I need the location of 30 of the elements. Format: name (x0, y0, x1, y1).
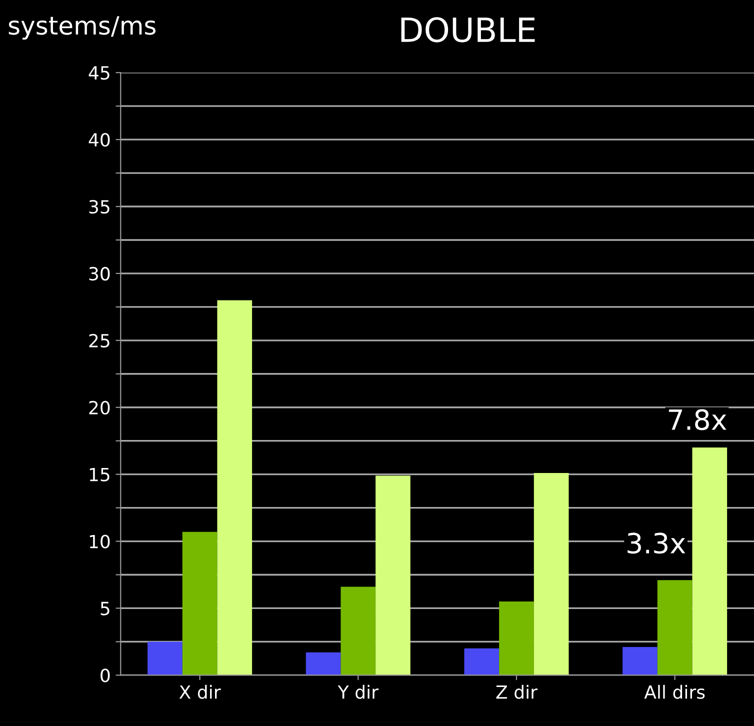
bar (340, 586, 376, 676)
y-tick-label: 30 (89, 266, 110, 281)
x-tick-label: X dir (179, 684, 221, 699)
bar (622, 647, 658, 676)
bar (306, 652, 341, 676)
y-tick-label: 0 (100, 668, 110, 682)
y-axis-title: systems/ms (8, 16, 156, 40)
bar (464, 648, 500, 676)
chart-title: DOUBLE (401, 17, 535, 42)
x-tick-label: All dirs (644, 684, 705, 699)
bar (376, 476, 410, 676)
annotation: 3.3x (628, 532, 686, 554)
y-tick-label: 5 (100, 602, 110, 616)
bar (657, 580, 692, 676)
bar (499, 602, 534, 676)
y-tick-label: 15 (90, 468, 110, 482)
y-tick-label: 25 (89, 334, 110, 348)
y-tick-label: 10 (90, 534, 110, 548)
x-tick-label: Y dir (338, 684, 378, 699)
bar (148, 642, 182, 676)
y-tick-label: 40 (88, 133, 110, 147)
bar (182, 532, 218, 676)
y-tick-label: 35 (89, 200, 110, 214)
x-tick-label: Z dir (496, 684, 538, 699)
annotation: 7.8x (668, 409, 726, 430)
y-tick-label: 20 (89, 400, 110, 414)
bar (534, 472, 569, 676)
y-tick-label: 45 (88, 66, 110, 80)
bar (692, 448, 728, 676)
bar (217, 300, 252, 676)
